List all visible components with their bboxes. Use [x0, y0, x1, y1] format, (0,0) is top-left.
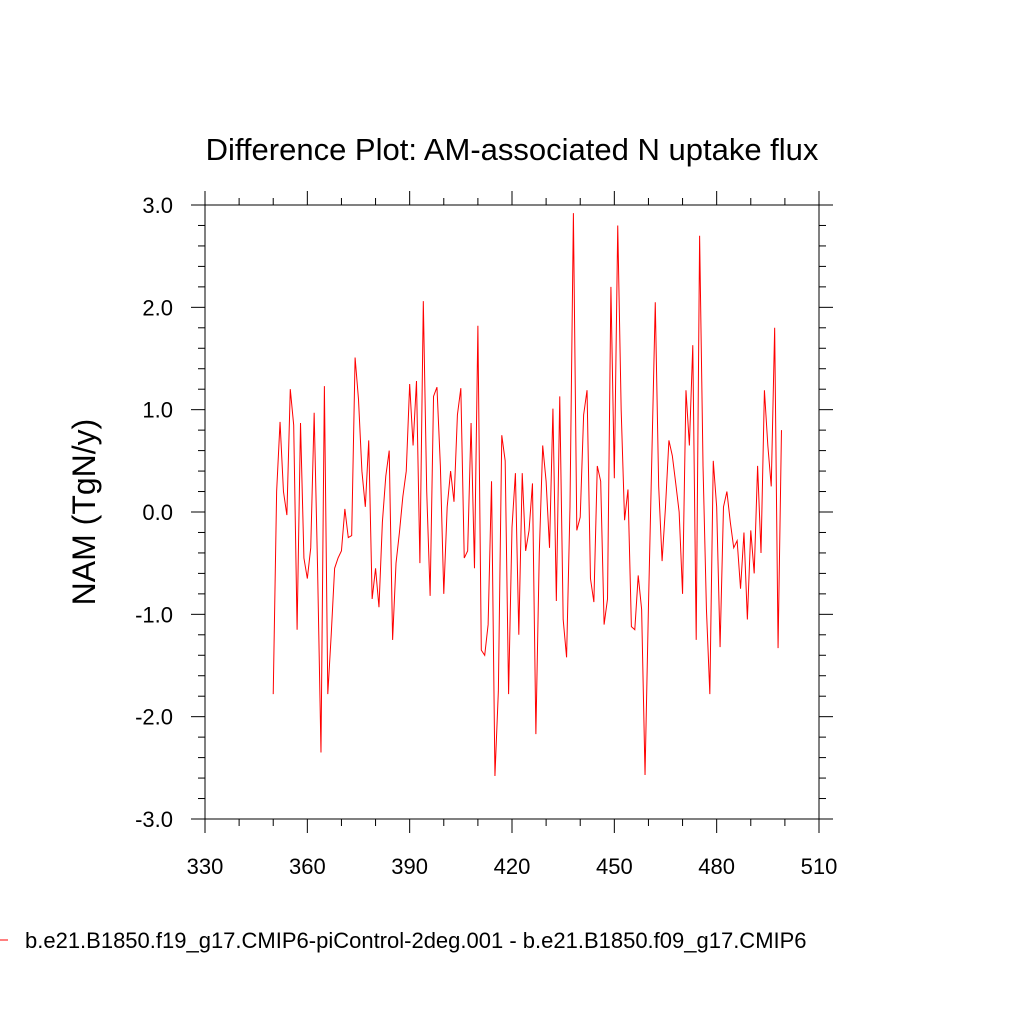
chart-title: Difference Plot: AM-associated N uptake …	[206, 132, 819, 167]
series-line	[272, 213, 782, 777]
x-tick-label: 480	[698, 854, 735, 879]
legend-label: b.e21.B1850.f19_g17.CMIP6-piControl-2deg…	[25, 928, 807, 953]
y-tick-label: 3.0	[142, 193, 173, 218]
x-tick-label: 420	[494, 854, 531, 879]
y-tick-label: -1.0	[135, 602, 173, 627]
plot-frame	[204, 204, 820, 820]
y-tick-label: 0.0	[142, 500, 173, 525]
series-group	[272, 213, 782, 777]
axes: 330 360 390 420 450 480 510 -3.0 -2.0 -1.0 0.0 1.0 2…	[135, 191, 837, 879]
y-tick-label: 1.0	[142, 398, 173, 423]
y-tick-label: -3.0	[135, 807, 173, 832]
y-tick-label: 2.0	[142, 295, 173, 320]
x-tick-label: 360	[289, 854, 326, 879]
x-tick-label: 450	[596, 854, 633, 879]
legend: b.e21.B1850.f19_g17.CMIP6-piControl-2deg…	[0, 928, 807, 953]
y-tick-label: -2.0	[135, 705, 173, 730]
x-tick-label: 330	[187, 854, 224, 879]
y-axis-label: NAM (TgN/y)	[66, 419, 102, 606]
x-tick-label: 390	[391, 854, 428, 879]
x-tick-label: 510	[801, 854, 838, 879]
